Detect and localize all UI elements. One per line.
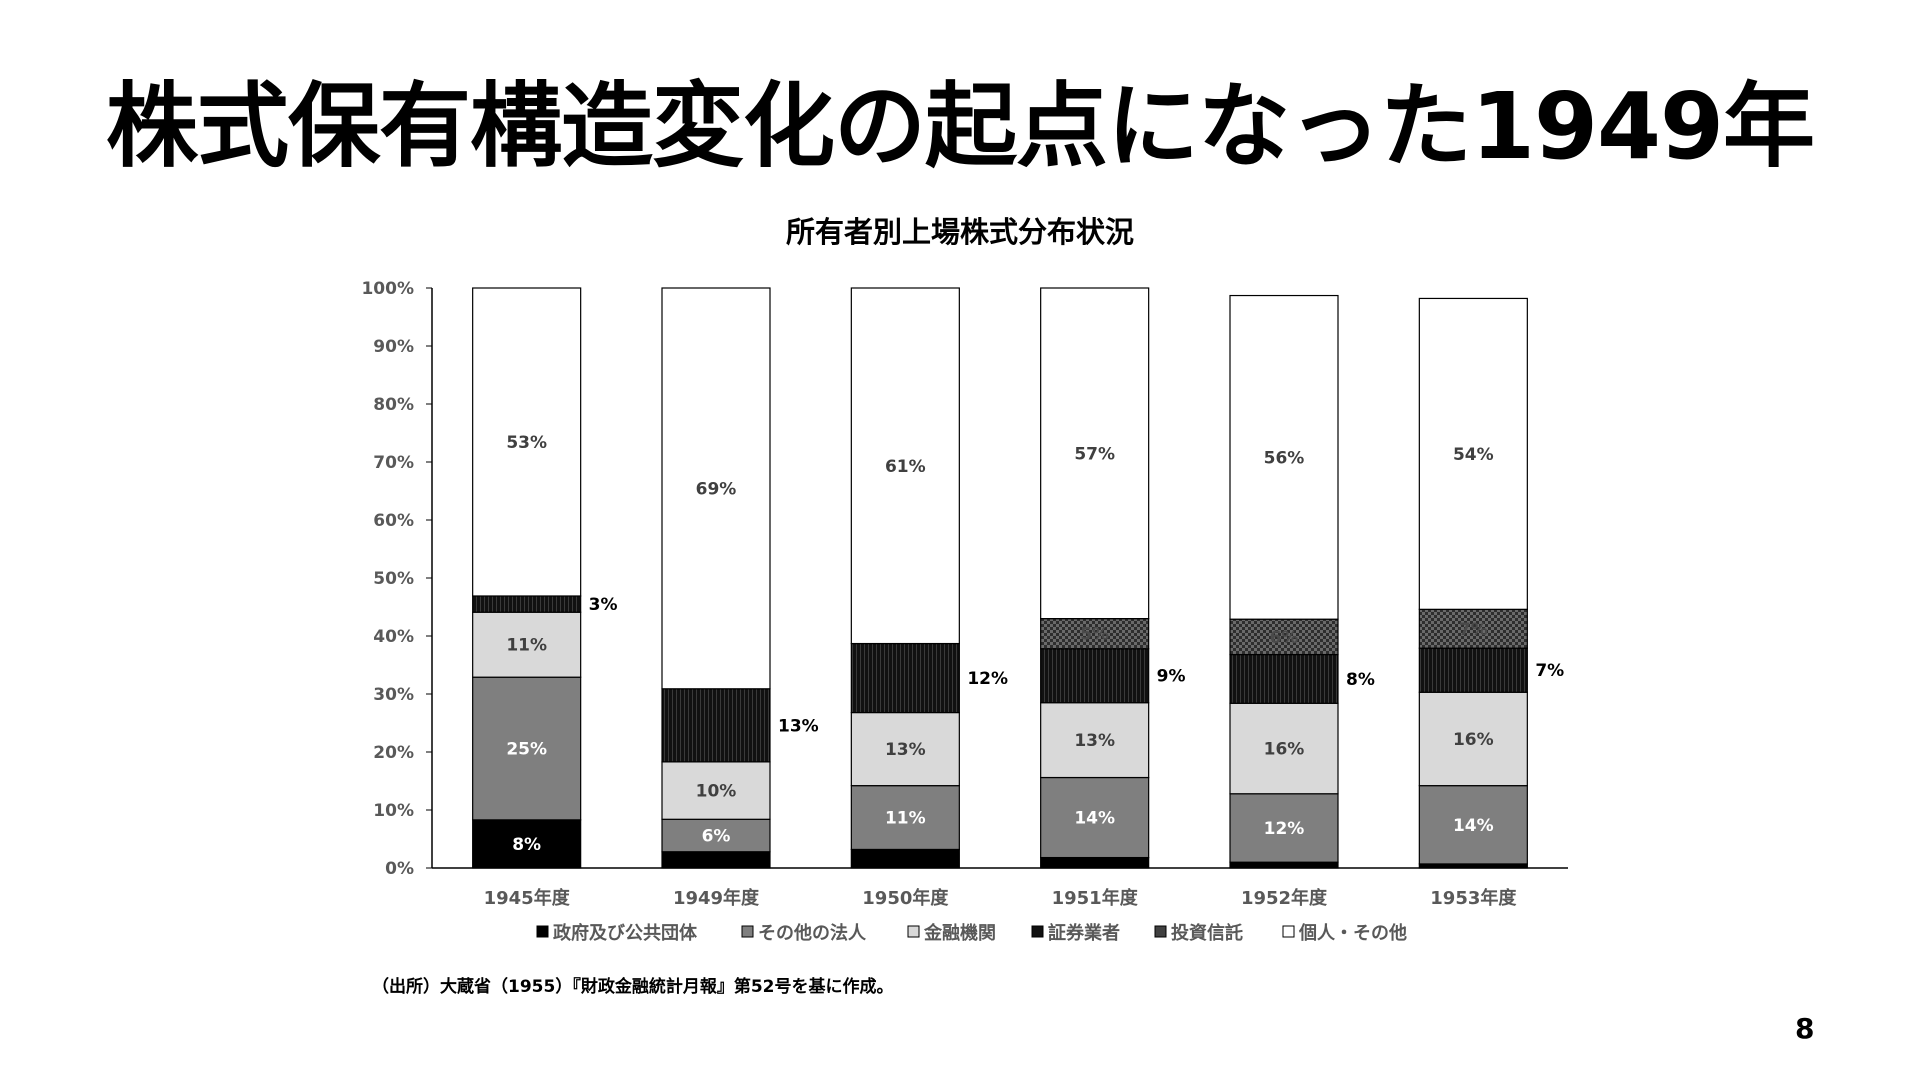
data-label: 9%	[1157, 667, 1186, 687]
data-label: 14%	[1074, 809, 1115, 829]
bar-segment	[1229, 793, 1339, 863]
bar-segment	[472, 819, 582, 869]
data-label: 3%	[589, 595, 618, 615]
legend-swatch	[1282, 925, 1295, 938]
bar-segment	[1418, 297, 1528, 610]
page-number: 8	[1795, 1012, 1815, 1045]
bar-segment	[1040, 617, 1150, 650]
slide-title: 株式保有構造変化の起点になった1949年	[105, 73, 1815, 180]
chart-title: 所有者別上場株式分布状況	[786, 215, 1134, 249]
legend-swatch	[536, 925, 549, 938]
bar-segment	[472, 611, 582, 678]
x-tick-label: 1945年度	[484, 887, 571, 909]
data-label: 54%	[1453, 445, 1494, 465]
y-tick-label: 0%	[385, 859, 414, 879]
y-axis-ticks: 0% 10% 20% 30% 40% 50% 60% 70% 80% 90% 100%	[361, 279, 432, 879]
data-label: 12%	[1264, 819, 1305, 839]
legend-swatch	[1031, 925, 1044, 938]
data-label: 12%	[967, 669, 1008, 689]
bar-segment	[472, 676, 582, 821]
legend: 政府及び公共団体 その他の法人 金融機関 証券業者 投資信託 個人・その他	[536, 922, 1407, 944]
x-tick-label: 1949年度	[673, 887, 760, 909]
bar-segment	[661, 851, 771, 869]
bar-segment	[1040, 287, 1150, 620]
bar-segment	[1040, 702, 1150, 779]
x-tick-label: 1952年度	[1241, 887, 1328, 909]
bar-segment	[1418, 647, 1528, 693]
legend-label: 個人・その他	[1298, 922, 1407, 944]
x-tick-label: 1950年度	[862, 887, 949, 909]
bar-segment	[1418, 608, 1528, 649]
y-tick-label: 40%	[373, 627, 414, 647]
y-tick-label: 80%	[373, 395, 414, 415]
bar-segment	[1229, 861, 1339, 869]
bar-stacks	[472, 287, 1528, 869]
bar-segment	[850, 711, 960, 787]
bar-segment	[850, 642, 960, 714]
legend-swatch	[907, 925, 920, 938]
data-labels: 8% 25% 11% 3% 53% 6% 10% 13% 69% 11% 13% 12% 61% 14% 1…	[506, 433, 1564, 855]
y-tick-label: 90%	[373, 337, 414, 357]
data-label: 13%	[885, 740, 926, 760]
data-label: 8%	[1346, 670, 1375, 690]
source-note: （出所）大蔵省（1955）『財政金融統計月報』第52号を基に作成。	[372, 977, 894, 997]
data-label: 13%	[1074, 731, 1115, 751]
legend-label: 金融機関	[923, 922, 996, 944]
bar-segment	[1229, 294, 1339, 620]
data-label: 61%	[885, 457, 926, 477]
data-label: 11%	[885, 809, 926, 829]
bar-segment	[661, 761, 771, 820]
x-axis: 1945年度 1949年度 1950年度 1951年度 1952年度 1953年度	[431, 288, 1568, 909]
bar-segment	[1229, 702, 1339, 795]
legend-swatch	[1154, 925, 1167, 938]
x-tick-label: 1953年度	[1430, 887, 1517, 909]
bar-segment	[850, 287, 960, 645]
x-tick-label: 1951年度	[1052, 887, 1139, 909]
y-tick-label: 20%	[373, 743, 414, 763]
data-label: 16%	[1453, 730, 1494, 750]
bar-segment	[661, 818, 771, 853]
bar-segment	[850, 848, 960, 869]
legend-label: 投資信託	[1171, 922, 1243, 944]
bar-segment	[1229, 618, 1339, 656]
y-tick-label: 60%	[373, 511, 414, 531]
y-tick-label: 10%	[373, 801, 414, 821]
bar-segment	[1040, 648, 1150, 704]
bar-segment	[661, 287, 771, 690]
legend-label: 証券業者	[1048, 922, 1120, 944]
y-tick-label: 30%	[373, 685, 414, 705]
bar-segment	[1040, 776, 1150, 859]
bar-segment	[850, 785, 960, 851]
legend-label: その他の法人	[758, 922, 867, 944]
bar-segment	[1418, 785, 1528, 865]
bar-segment	[472, 595, 582, 613]
data-label: 13%	[778, 716, 819, 736]
bar-segment	[472, 287, 582, 597]
bar-segment	[1418, 691, 1528, 787]
data-label: 14%	[1453, 816, 1494, 836]
data-label: 16%	[1264, 740, 1305, 760]
data-label: 57%	[1074, 444, 1115, 464]
y-tick-label: 70%	[373, 453, 414, 473]
data-label: 7%	[1535, 661, 1564, 681]
data-label: 7%	[1459, 620, 1488, 640]
bar-segment	[1040, 856, 1150, 869]
data-label: 10%	[696, 782, 737, 802]
data-label: 11%	[506, 636, 547, 656]
y-tick-label: 100%	[361, 279, 414, 299]
data-label: 69%	[696, 479, 737, 499]
bar-segment	[661, 688, 771, 763]
data-label: 6%	[1270, 628, 1299, 648]
legend-swatch	[741, 925, 754, 938]
data-label: 5%	[1080, 625, 1109, 645]
data-label: 56%	[1264, 448, 1305, 468]
legend-label: 政府及び公共団体	[553, 922, 698, 944]
data-label: 6%	[702, 827, 731, 847]
data-label: 25%	[506, 740, 547, 760]
bar-segment	[1229, 653, 1339, 704]
y-tick-label: 50%	[373, 569, 414, 589]
data-label: 8%	[512, 835, 541, 855]
data-label: 53%	[506, 433, 547, 453]
